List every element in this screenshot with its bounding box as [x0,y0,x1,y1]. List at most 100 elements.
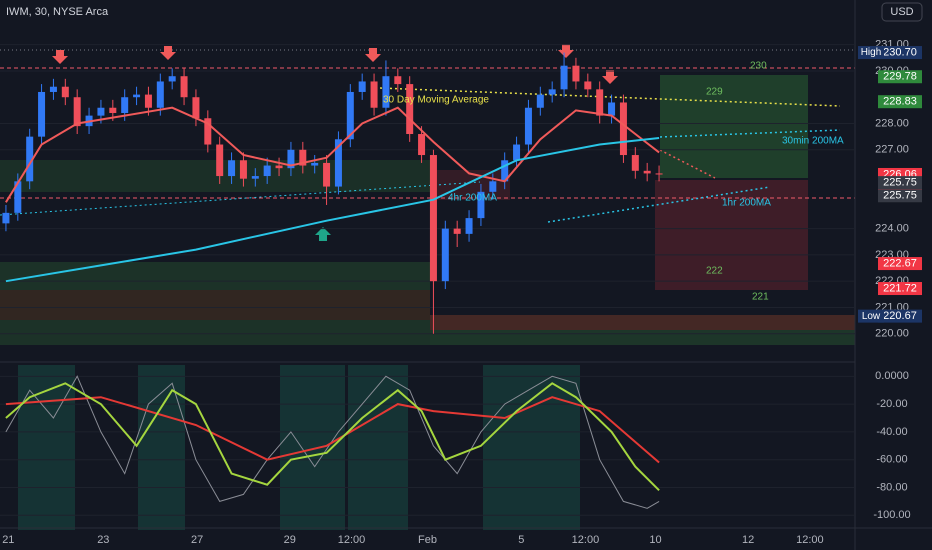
annotation: 1hr 200MA [722,198,771,209]
candle-body [584,81,592,90]
line-series [5,382,660,492]
candle-body [560,65,568,90]
candle-body [38,91,46,137]
price-tag-label: 225.75 [883,190,917,202]
y-tick-label: -40.00 [876,426,907,438]
candle-body [536,94,544,108]
zone [430,315,855,330]
down-arrow [52,50,68,64]
candle-body [14,181,22,213]
price-tag-name: Low [862,311,881,322]
candle-body [382,76,390,108]
candle-body [465,218,473,234]
x-tick-label: 5 [518,534,524,546]
zone [0,320,430,345]
line-series [5,375,660,509]
candle-body [251,176,259,179]
candle-body [323,162,331,187]
x-tick-label: 10 [649,534,661,546]
x-tick-label: 12:00 [338,534,366,546]
annotation: 221 [752,292,769,303]
down-arrow [602,70,618,84]
candle-body [156,81,164,108]
price-tag [878,257,922,271]
price-tag [878,282,922,296]
y-tick-label: -60.00 [876,454,907,466]
y-tick-label: 224.00 [875,223,909,235]
annotation: 222 [706,266,723,277]
osc-band [138,365,185,530]
price-tag-label: 222.67 [883,257,917,269]
osc-band [18,365,75,530]
annotation: 30 Day Moving Average [383,95,489,106]
down-arrow [365,48,381,62]
osc-band [348,365,408,530]
candle-body [61,86,69,98]
candle-body [239,160,247,179]
zones [0,75,855,530]
price-tag-name: High [861,47,882,58]
candle-body [441,228,449,282]
down-arrow [160,46,176,60]
price-tag [878,95,922,109]
up-arrow [315,227,331,241]
price-tag-label: 228.83 [883,96,917,108]
candle-body [287,149,295,169]
candle-body [228,160,236,177]
price-tag [878,176,922,190]
price-tag-label: 225.75 [883,177,917,189]
price-tag [878,309,922,323]
y-tick-label: 220.00 [875,328,909,340]
x-tick-label: 12:00 [796,534,824,546]
candle-body [643,170,651,174]
candle-body [501,160,509,182]
candle-body [204,118,212,145]
x-tick-label: 27 [191,534,203,546]
candle-body [370,81,378,108]
symbol: IWM, 30, NYSE Arca [6,6,109,18]
candle-body [608,102,616,116]
price-tag-label: 221.72 [883,282,917,294]
ma-projection [659,149,716,179]
zone [0,290,430,320]
candle-body [121,97,129,113]
candle-body [299,149,307,166]
candle-body [109,107,117,113]
price-tag [878,70,922,84]
annotation: 229 [706,87,723,98]
candle-body [619,102,627,156]
y-tick-label: -100.00 [873,509,910,521]
annotation: 30min 200MA [782,136,844,147]
trend-line [379,87,841,107]
down-arrow [558,44,574,58]
candle-body [489,181,497,192]
candle-body [406,84,414,135]
candle-body [144,94,152,108]
x-tick-label: 23 [97,534,109,546]
x-tick-label: 12:00 [572,534,600,546]
target-zone [660,75,808,178]
candle-body [216,144,224,177]
candle-body [275,165,283,169]
candle-body [97,107,105,116]
y-tick-label: 0.0000 [875,370,909,382]
candle-body [73,97,81,127]
candle-body [631,155,639,171]
annotation: 4hr 200MA [448,193,497,204]
candle-body [394,76,402,85]
candle-body [596,89,604,116]
currency-button[interactable] [881,2,923,22]
candle-body [418,134,426,156]
candle-body [26,136,34,182]
candle-body [168,76,176,82]
candle-body [263,165,271,177]
candle-body [548,89,556,95]
x-tick-label: 12 [742,534,754,546]
ma-projection [659,129,841,138]
x-tick-label: 29 [284,534,296,546]
price-tag-label: 220.67 [883,310,917,322]
currency[interactable]: USD [890,6,913,18]
candle-body [180,76,188,98]
y-tick-label: 228.00 [875,117,909,129]
